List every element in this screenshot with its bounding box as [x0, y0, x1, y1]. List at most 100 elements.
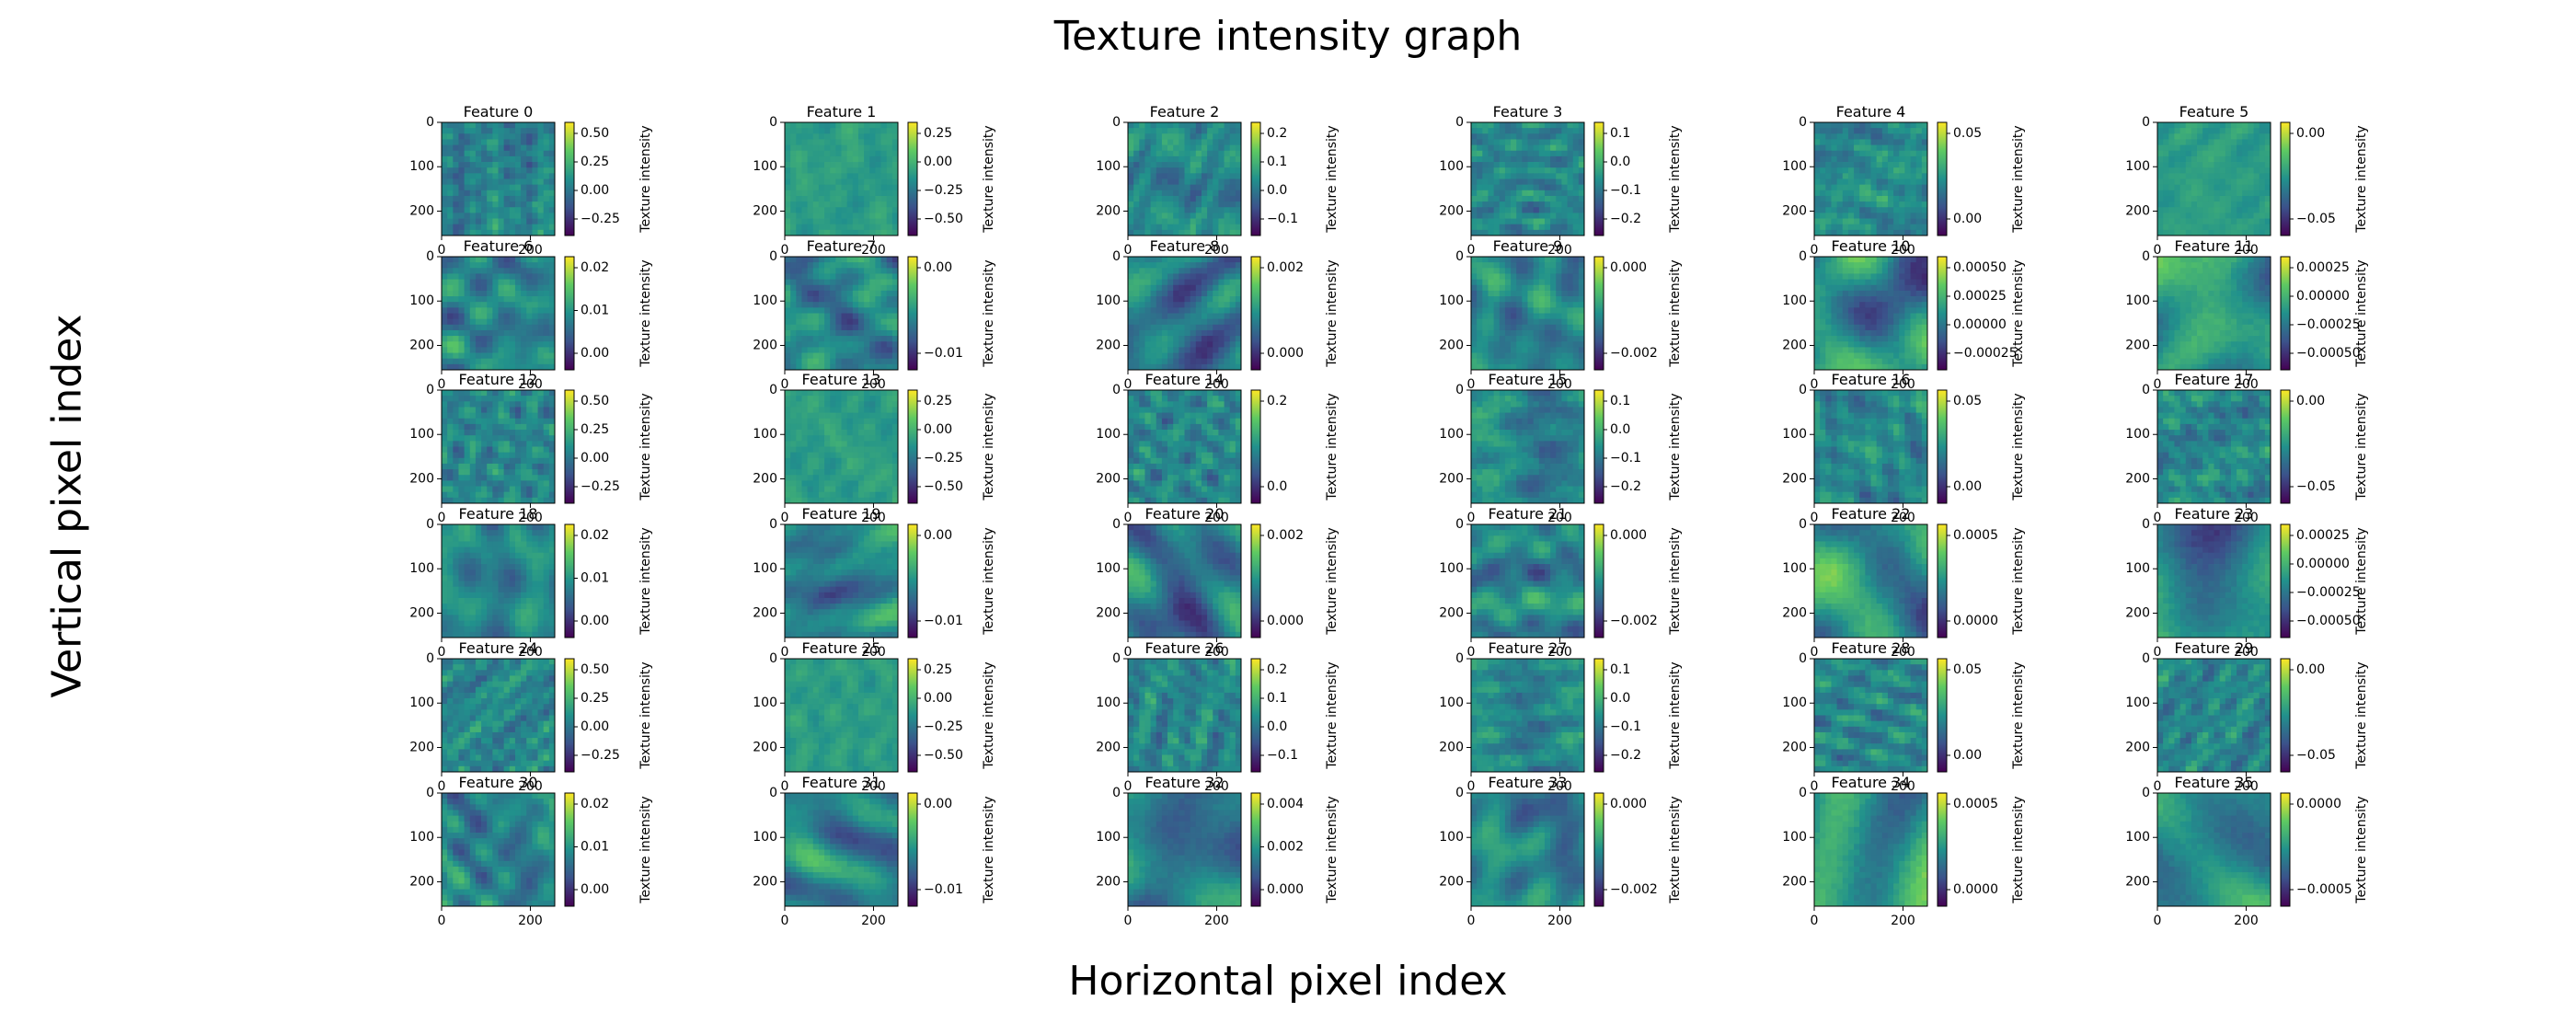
heatmap-cell [526, 224, 533, 231]
heatmap-cell [880, 307, 888, 314]
heatmap-cell [1471, 324, 1478, 331]
heatmap-cell [548, 201, 556, 208]
heatmap-cell [1842, 224, 1849, 231]
heatmap-image [785, 257, 899, 371]
heatmap-cell [537, 201, 545, 208]
heatmap-cell [2197, 279, 2203, 286]
heatmap-cell [2230, 155, 2237, 163]
heatmap-cell [830, 162, 836, 168]
heatmap-cell [790, 178, 797, 186]
heatmap-cell [537, 363, 545, 371]
heatmap-cell [1538, 290, 1546, 297]
heatmap-cell [548, 128, 556, 134]
heatmap-cell [2225, 162, 2232, 168]
heatmap-cell [1550, 279, 1557, 286]
heatmap-cell [442, 329, 448, 337]
heatmap-cell [1527, 150, 1535, 157]
heatmap-cell [475, 133, 482, 140]
heatmap-cell [458, 390, 465, 397]
heatmap-cell [2248, 178, 2254, 186]
heatmap-cell [2214, 162, 2221, 168]
heatmap-cell [1224, 313, 1231, 320]
heatmap-cell [1207, 302, 1213, 308]
heatmap-cell [1218, 144, 1225, 152]
heatmap-cell [818, 318, 825, 326]
heatmap-cell [548, 284, 556, 292]
heatmap-cell [2219, 341, 2226, 348]
heatmap-cell [1825, 363, 1832, 371]
heatmap-cell [2219, 268, 2226, 274]
heatmap-cell [464, 184, 471, 191]
heatmap-cell [2197, 173, 2203, 179]
heatmap-cell [1556, 184, 1562, 191]
heatmap-cell [1836, 302, 1844, 308]
heatmap-cell [464, 155, 471, 163]
heatmap-cell [869, 329, 876, 337]
heatmap-cell [818, 273, 825, 280]
heatmap-cell [2191, 195, 2198, 202]
heatmap-cell [1139, 144, 1145, 152]
heatmap-cell [514, 279, 522, 286]
heatmap-cell [1522, 329, 1528, 337]
heatmap-cell [1831, 347, 1837, 353]
heatmap-cell [447, 262, 454, 269]
heatmap-cell [481, 390, 488, 397]
heatmap-cell [1482, 279, 1489, 286]
heatmap-cell [1842, 336, 1849, 342]
heatmap-cell [442, 122, 448, 129]
heatmap-cell [1550, 155, 1557, 163]
heatmap-cell [509, 195, 516, 202]
heatmap-cell [818, 302, 825, 308]
heatmap-cell [1842, 341, 1849, 348]
heatmap-cell [1910, 224, 1917, 231]
heatmap-cell [481, 324, 488, 331]
heatmap-cell [1865, 173, 1871, 179]
heatmap-cell [812, 279, 820, 286]
heatmap-cell [2242, 195, 2248, 202]
heatmap-cell [830, 336, 836, 342]
heatmap-cell [2179, 167, 2187, 174]
heatmap-cell [1533, 363, 1540, 371]
heatmap-cell [1471, 139, 1478, 145]
heatmap-cell [475, 313, 482, 320]
heatmap-cell [1887, 190, 1894, 197]
heatmap-cell [1825, 201, 1832, 208]
heatmap-cell [1533, 128, 1540, 134]
heatmap-cell [1567, 273, 1574, 280]
heatmap-cell [2259, 173, 2266, 179]
heatmap-cell [1556, 229, 1562, 236]
heatmap-cell [1904, 257, 1911, 263]
heatmap-cell [1842, 307, 1849, 314]
heatmap-cell [1893, 167, 1900, 174]
heatmap-cell [2264, 347, 2271, 353]
heatmap-cell [2259, 167, 2266, 174]
heatmap-cell [509, 218, 516, 225]
heatmap-cell [1161, 318, 1168, 326]
heatmap-cell [458, 173, 465, 179]
heatmap-cell [1477, 279, 1483, 286]
heatmap-cell [458, 324, 465, 331]
heatmap-cell [2185, 150, 2192, 157]
heatmap-cell [835, 336, 842, 342]
heatmap-cell [1150, 296, 1157, 303]
heatmap-cell [1156, 302, 1163, 308]
heatmap-cell [521, 122, 527, 129]
heatmap-cell [481, 178, 488, 186]
heatmap-cell [886, 363, 893, 371]
heatmap-cell [1488, 284, 1494, 292]
heatmap-cell [2237, 268, 2243, 274]
heatmap-cell [824, 262, 831, 269]
heatmap-cell [1921, 139, 1928, 145]
heatmap-cell [2225, 173, 2232, 179]
heatmap-cell [2163, 155, 2169, 163]
heatmap-cell [1499, 347, 1506, 353]
heatmap-cell [1128, 358, 1134, 365]
heatmap-cell [785, 133, 791, 140]
heatmap-cell [818, 307, 825, 314]
heatmap-cell [2185, 358, 2192, 365]
heatmap-cell [498, 133, 505, 140]
heatmap-cell [1207, 218, 1213, 225]
heatmap-cell [2225, 139, 2232, 145]
heatmap-cell [1482, 133, 1489, 140]
heatmap-cell [2202, 195, 2209, 202]
